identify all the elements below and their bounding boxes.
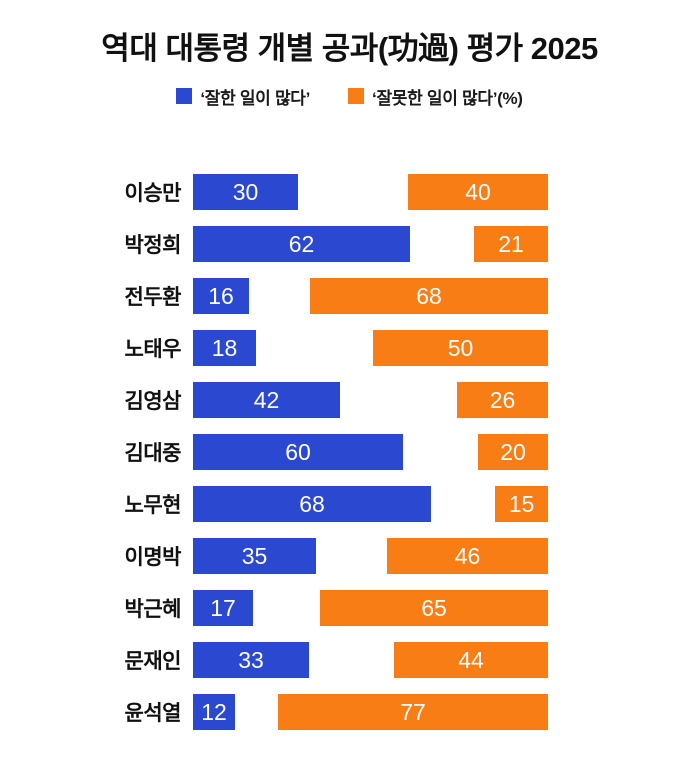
category-label: 이명박 xyxy=(124,546,182,569)
bar-value-label: 35 xyxy=(241,542,268,569)
bar-negative: 65 xyxy=(320,590,548,626)
chart-row: 이승만 30 40 xyxy=(0,174,699,210)
category-label: 노태우 xyxy=(124,338,182,361)
bar-negative: 40 xyxy=(408,174,548,210)
bar-value-label: 44 xyxy=(458,646,484,673)
bar-positive: 68 xyxy=(193,486,431,522)
bar-negative: 46 xyxy=(387,538,548,574)
bar-value-label: 30 xyxy=(232,178,259,205)
bar-value-label: 17 xyxy=(210,594,236,621)
category-label: 박정희 xyxy=(124,234,182,257)
bar-positive: 18 xyxy=(193,330,256,366)
chart-row: 김영삼 42 26 xyxy=(0,382,699,418)
category-label: 문재인 xyxy=(124,650,182,673)
category-label: 이승만 xyxy=(124,182,182,205)
chart-row: 박근혜 17 65 xyxy=(0,590,699,626)
bar-negative: 20 xyxy=(478,434,548,470)
legend-label-negative: ‘잘못한 일이 많다’(%) xyxy=(372,88,523,108)
category-label: 김영삼 xyxy=(124,390,182,413)
bar-negative: 26 xyxy=(457,382,548,418)
category-label: 노무현 xyxy=(124,494,182,517)
bar-track: 68 15 xyxy=(193,486,548,522)
bar-value-label: 15 xyxy=(508,490,535,517)
bar-negative: 50 xyxy=(373,330,548,366)
bar-track: 33 44 xyxy=(193,642,548,678)
bar-value-label: 77 xyxy=(400,698,426,725)
bar-positive: 35 xyxy=(193,538,316,574)
bar-positive: 33 xyxy=(193,642,309,678)
chart-row: 김대중 60 20 xyxy=(0,434,699,470)
bar-positive: 17 xyxy=(193,590,253,626)
bar-value-label: 26 xyxy=(489,386,516,413)
bar-value-label: 40 xyxy=(465,178,491,205)
bar-positive: 16 xyxy=(193,278,249,314)
bar-negative: 44 xyxy=(394,642,548,678)
chart-row: 이명박 35 46 xyxy=(0,538,699,574)
bar-value-label: 65 xyxy=(421,594,447,621)
bar-value-label: 16 xyxy=(208,282,234,309)
bar-value-label: 62 xyxy=(288,230,315,257)
bar-track: 42 26 xyxy=(193,382,548,418)
bar-value-label: 50 xyxy=(447,334,474,361)
bar-chart: 이승만 30 40 박정희 62 21 전두환 16 68 노태우 18 50 김영삼 42 26 김대중 60… xyxy=(0,174,699,730)
bar-negative: 15 xyxy=(495,486,548,522)
chart-row: 문재인 33 44 xyxy=(0,642,699,678)
bar-negative: 77 xyxy=(278,694,548,730)
bar-positive: 62 xyxy=(193,226,410,262)
bar-value-label: 46 xyxy=(454,542,481,569)
bar-value-label: 60 xyxy=(285,438,311,465)
bar-value-label: 42 xyxy=(253,386,280,413)
bar-track: 12 77 xyxy=(193,694,548,730)
bar-track: 30 40 xyxy=(193,174,548,210)
legend-swatch-negative-icon xyxy=(348,88,365,104)
chart-row: 박정희 62 21 xyxy=(0,226,699,262)
bar-positive: 30 xyxy=(193,174,298,210)
bar-positive: 60 xyxy=(193,434,403,470)
chart-row: 전두환 16 68 xyxy=(0,278,699,314)
bar-track: 17 65 xyxy=(193,590,548,626)
legend-item-negative: ‘잘못한 일이 많다’(%) xyxy=(348,84,523,109)
bar-track: 16 68 xyxy=(193,278,548,314)
category-label: 김대중 xyxy=(124,442,182,465)
bar-value-label: 21 xyxy=(498,230,524,257)
bar-track: 62 21 xyxy=(193,226,548,262)
legend-item-positive: ‘잘한 일이 많다’ xyxy=(176,84,310,109)
bar-value-label: 33 xyxy=(238,646,264,673)
bar-track: 60 20 xyxy=(193,434,548,470)
category-label: 박근혜 xyxy=(124,598,182,621)
chart-row: 노태우 18 50 xyxy=(0,330,699,366)
legend: ‘잘한 일이 많다’ ‘잘못한 일이 많다’(%) xyxy=(0,84,699,109)
bar-positive: 12 xyxy=(193,694,235,730)
bar-value-label: 20 xyxy=(500,438,526,465)
chart-row: 노무현 68 15 xyxy=(0,486,699,522)
legend-label-positive: ‘잘한 일이 많다’ xyxy=(200,88,311,108)
bar-positive: 42 xyxy=(193,382,340,418)
bar-value-label: 68 xyxy=(299,490,325,517)
category-label: 전두환 xyxy=(124,286,182,309)
chart-row: 윤석열 12 77 xyxy=(0,694,699,730)
chart-title: 역대 대통령 개별 공과(功過) 평가 2025 xyxy=(101,31,598,66)
bar-value-label: 12 xyxy=(201,698,227,725)
bar-value-label: 68 xyxy=(416,282,442,309)
bar-value-label: 18 xyxy=(211,334,238,361)
bar-negative: 68 xyxy=(310,278,548,314)
legend-swatch-positive-icon xyxy=(176,88,193,104)
bar-negative: 21 xyxy=(474,226,548,262)
bar-track: 35 46 xyxy=(193,538,548,574)
category-label: 윤석열 xyxy=(124,702,182,725)
bar-track: 18 50 xyxy=(193,330,548,366)
